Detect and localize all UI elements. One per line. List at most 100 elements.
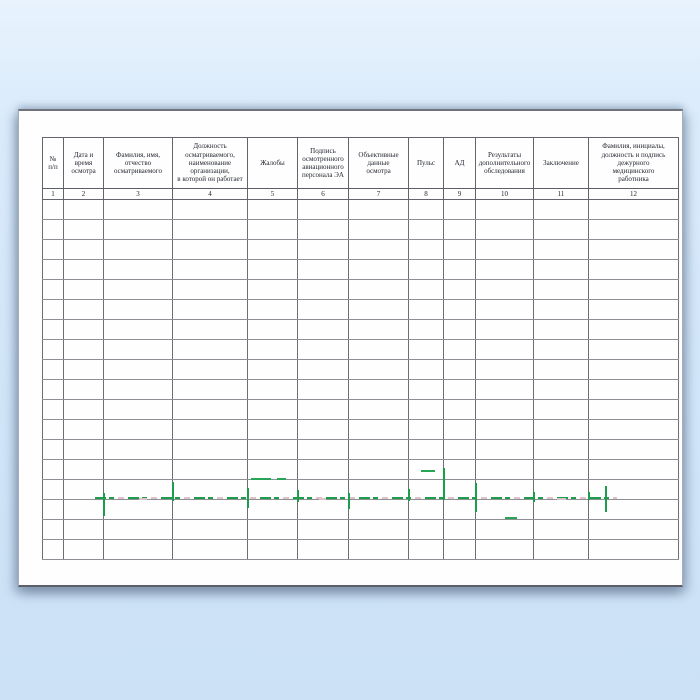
empty-cell — [297, 439, 349, 460]
empty-cell — [172, 279, 248, 300]
empty-cell — [533, 299, 589, 320]
empty-cell — [475, 259, 534, 280]
empty-cell — [103, 399, 173, 420]
empty-cell — [297, 359, 349, 380]
empty-cell — [533, 539, 589, 560]
empty-cell — [103, 499, 173, 520]
empty-cell — [297, 279, 349, 300]
empty-cell — [588, 479, 679, 500]
empty-cell — [475, 399, 534, 420]
empty-cell — [443, 439, 476, 460]
empty-cell — [533, 279, 589, 300]
empty-cell — [103, 259, 173, 280]
empty-cell — [408, 279, 444, 300]
empty-cell — [588, 539, 679, 560]
column-number: 2 — [63, 188, 104, 200]
empty-cell — [103, 279, 173, 300]
empty-cell — [533, 419, 589, 440]
empty-cell — [443, 459, 476, 480]
empty-cell — [588, 279, 679, 300]
empty-cell — [42, 299, 64, 320]
empty-cell — [63, 239, 104, 260]
empty-row — [42, 359, 679, 380]
empty-cell — [172, 439, 248, 460]
empty-row — [42, 239, 679, 260]
empty-cell — [297, 419, 349, 440]
empty-cell — [42, 239, 64, 260]
empty-cell — [63, 539, 104, 560]
empty-cell — [42, 459, 64, 480]
empty-cell — [348, 299, 409, 320]
empty-cell — [443, 379, 476, 400]
empty-cell — [475, 199, 534, 220]
empty-cell — [475, 519, 534, 540]
empty-cell — [297, 219, 349, 240]
column-number: 8 — [408, 188, 444, 200]
empty-cell — [63, 419, 104, 440]
empty-cell — [103, 459, 173, 480]
empty-cell — [103, 539, 173, 560]
empty-cell — [247, 199, 298, 220]
empty-row — [42, 299, 679, 320]
empty-cell — [42, 519, 64, 540]
empty-cell — [588, 459, 679, 480]
empty-cell — [443, 519, 476, 540]
empty-cell — [408, 239, 444, 260]
empty-cell — [348, 519, 409, 540]
empty-cell — [247, 459, 298, 480]
empty-cell — [475, 479, 534, 500]
empty-cell — [63, 499, 104, 520]
empty-cell — [443, 539, 476, 560]
empty-cell — [247, 539, 298, 560]
empty-cell — [443, 239, 476, 260]
empty-cell — [63, 479, 104, 500]
empty-cell — [297, 519, 349, 540]
empty-cell — [297, 479, 349, 500]
empty-cell — [408, 499, 444, 520]
empty-cell — [247, 239, 298, 260]
empty-cell — [588, 219, 679, 240]
empty-cell — [247, 299, 298, 320]
empty-cell — [348, 419, 409, 440]
empty-cell — [103, 439, 173, 460]
empty-cell — [103, 219, 173, 240]
empty-cell — [533, 459, 589, 480]
empty-cell — [42, 399, 64, 420]
empty-cell — [297, 259, 349, 280]
empty-cell — [588, 299, 679, 320]
empty-cell — [533, 479, 589, 500]
empty-cell — [348, 499, 409, 520]
empty-cell — [247, 399, 298, 420]
empty-cell — [63, 399, 104, 420]
column-number: 1 — [42, 188, 64, 200]
column-number: 4 — [172, 188, 248, 200]
empty-cell — [63, 519, 104, 540]
empty-row — [42, 339, 679, 360]
empty-cell — [172, 459, 248, 480]
empty-cell — [533, 399, 589, 420]
empty-cell — [408, 439, 444, 460]
empty-cell — [588, 519, 679, 540]
empty-cell — [247, 259, 298, 280]
empty-cell — [408, 419, 444, 440]
empty-cell — [103, 199, 173, 220]
empty-cell — [348, 259, 409, 280]
empty-cell — [42, 419, 64, 440]
empty-cell — [348, 479, 409, 500]
empty-cell — [172, 339, 248, 360]
empty-cell — [247, 219, 298, 240]
empty-cell — [247, 439, 298, 460]
empty-cell — [348, 359, 409, 380]
empty-cell — [443, 359, 476, 380]
empty-cell — [475, 299, 534, 320]
empty-cell — [475, 419, 534, 440]
column-number: 10 — [475, 188, 534, 200]
empty-cell — [408, 339, 444, 360]
empty-cell — [42, 319, 64, 340]
empty-cell — [443, 199, 476, 220]
column-number: 7 — [348, 188, 409, 200]
empty-cell — [103, 419, 173, 440]
empty-cell — [63, 319, 104, 340]
column-header-fullname: Фамилия, имя, отчество осматриваемого — [103, 137, 173, 189]
empty-cell — [42, 359, 64, 380]
